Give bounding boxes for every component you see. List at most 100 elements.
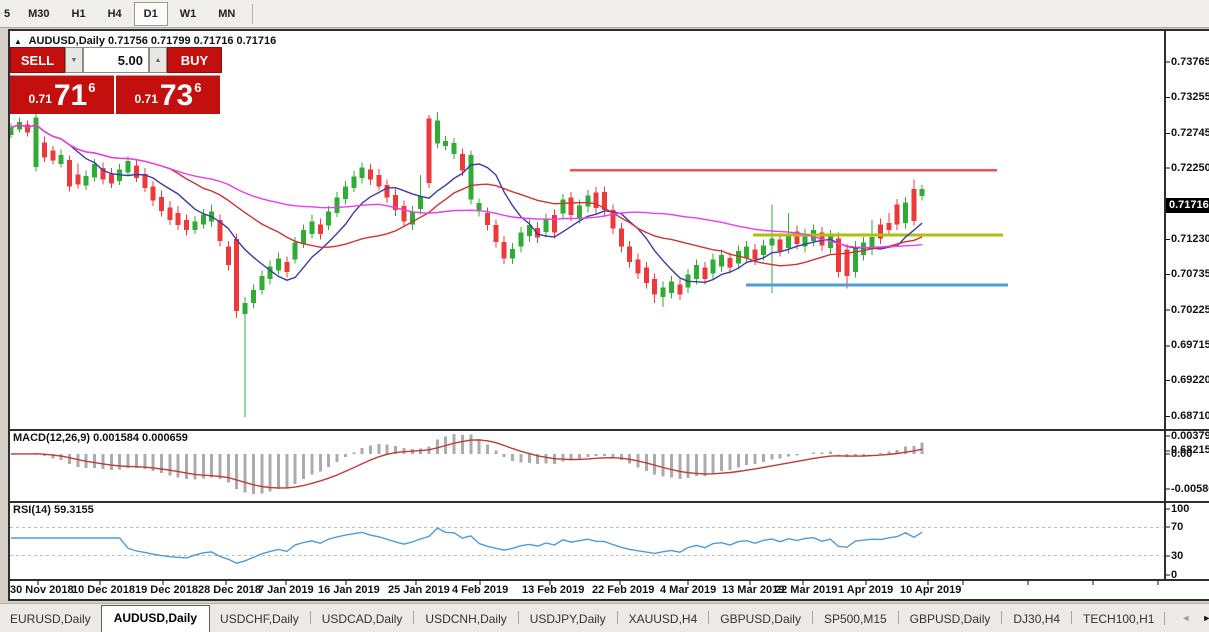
window-border-left <box>8 29 10 601</box>
price-axis-tick-label: 0.72745 <box>1171 126 1209 139</box>
tab-separator <box>309 611 311 624</box>
chart-tab-eurusd-daily[interactable]: EURUSD,Daily <box>10 612 91 626</box>
tab-strip: EURUSD,Daily AUDUSD,Daily USDCHF,Daily USDC… <box>0 605 1164 632</box>
timeframe-button-5[interactable]: 5 <box>4 7 11 20</box>
rsi-axis-label: 0 <box>1171 568 1178 581</box>
timeframe-button-d1[interactable]: D1 <box>133 1 168 26</box>
price-axis-separator <box>1164 29 1166 580</box>
current-price-tag: 0.71716 <box>1166 198 1209 214</box>
chart-symbol-label: AUDUSD,Daily <box>28 35 105 47</box>
chart-tab-usdjpy-daily[interactable]: USDJPY,Daily <box>529 612 606 626</box>
rsi-axis-label: 70 <box>1171 520 1184 533</box>
price-axis-tick-label: 0.70735 <box>1171 267 1209 280</box>
date-axis-label: 22 Feb 2019 <box>592 584 655 596</box>
date-axis-label: 13 Mar 2019 <box>722 584 785 596</box>
sell-price-big-digits: 71 <box>53 79 88 112</box>
date-axis-label: 16 Jan 2019 <box>318 584 380 596</box>
collapse-panel-icon[interactable]: ▲ <box>14 37 22 46</box>
price-axis-tick-label: 0.68710 <box>1171 409 1209 422</box>
macd-axis-label: 0.003793 <box>1171 429 1209 442</box>
date-axis-label: 10 Dec 2018 <box>72 584 135 596</box>
price-axis-tick-label: 0.69715 <box>1171 339 1209 352</box>
timeframe-button-h4[interactable]: H4 <box>107 7 122 20</box>
main-macd-separator[interactable] <box>8 429 1209 431</box>
price-axis-tick-label: 0.69220 <box>1171 374 1209 387</box>
macd-rsi-separator[interactable] <box>8 501 1209 503</box>
tab-separator <box>1001 611 1003 624</box>
rsi-name: RSI(14) <box>13 504 51 516</box>
tab-separator <box>413 611 415 624</box>
macd-indicator-label: MACD(12,26,9) 0.001584 0.000659 <box>13 432 188 444</box>
chart-ohlc-values: 0.71756 0.71799 0.71716 0.71716 <box>108 35 277 47</box>
price-axis-tick-label: 0.73765 <box>1171 55 1209 68</box>
date-axis-label: 13 Feb 2019 <box>522 584 585 596</box>
buy-button[interactable]: BUY <box>167 47 222 73</box>
chart-tab-dj30-h4[interactable]: DJ30,H4 <box>1013 612 1061 626</box>
buy-price-big-digits: 73 <box>159 79 194 112</box>
tab-separator <box>811 611 813 624</box>
timeframe-button-m30[interactable]: M30 <box>28 7 50 20</box>
chart-tab-usdcad-daily[interactable]: USDCAD,Daily <box>321 612 403 626</box>
date-axis-label: 10 Apr 2019 <box>900 584 962 596</box>
chart-tab-tech100-h1[interactable]: TECH100,H1 <box>1083 612 1155 626</box>
date-axis-label: 7 Jan 2019 <box>258 584 314 596</box>
macd-axis-label: -0.005864 <box>1171 482 1209 495</box>
chart-tab-audusd-daily[interactable]: AUDUSD,Daily <box>100 605 211 632</box>
tab-separator <box>708 611 710 624</box>
chart-tab-usdcnh-daily[interactable]: USDCNH,Daily <box>425 612 507 626</box>
tab-scroll-controls: ◄ ► <box>1164 604 1209 632</box>
buy-price-prefix: 0.71 <box>134 92 158 106</box>
chart-tab-sp500-m15[interactable]: SP500,M15 <box>823 612 887 626</box>
volume-decrease-button[interactable]: ▼ <box>65 47 83 73</box>
tab-separator <box>897 611 899 624</box>
volume-increase-button[interactable]: ▲ <box>149 47 167 73</box>
toolbar-separator <box>252 3 254 24</box>
timeframe-button-mn[interactable]: MN <box>218 7 236 20</box>
price-axis-tick-label: 0.70225 <box>1171 303 1209 316</box>
timeframe-toolbar: 5 M30 H1 H4 D1 W1 MN <box>0 0 1209 28</box>
price-axis-tick-label: 0.68215 <box>1171 444 1209 457</box>
tabs-scroll-left-icon[interactable]: ◄ <box>1181 613 1191 623</box>
spin-up-icon: ▲ <box>154 56 162 64</box>
rsi-indicator-label: RSI(14) 59.3155 <box>13 504 94 516</box>
window-border-bottom <box>8 599 1209 601</box>
macd-axis-label: 0.00 <box>1171 447 1193 460</box>
sell-price-display[interactable]: 0.71 71 6 <box>10 75 114 114</box>
window-border-top <box>8 29 1209 31</box>
date-axis-label: 1 Apr 2019 <box>838 584 894 596</box>
date-axis-label: 4 Feb 2019 <box>452 584 509 596</box>
date-axis-label: 22 Mar 2019 <box>775 584 838 596</box>
sell-price-prefix: 0.71 <box>28 92 52 106</box>
timeframe-button-h1[interactable]: H1 <box>71 7 86 20</box>
price-axis-tick-label: 0.73255 <box>1171 91 1209 104</box>
buy-price-pipette: 6 <box>194 80 202 95</box>
rsi-axis-label: 100 <box>1171 502 1190 515</box>
buy-price-display[interactable]: 0.71 73 6 <box>116 75 220 114</box>
date-axis-label: 4 Mar 2019 <box>660 584 717 596</box>
rsi-date-separator <box>8 579 1209 581</box>
date-axis-label: 19 Dec 2018 <box>135 584 198 596</box>
date-axis-label: 25 Jan 2019 <box>388 584 450 596</box>
rsi-value: 59.3155 <box>53 504 94 516</box>
volume-input[interactable]: 5.00 <box>83 47 149 73</box>
date-axis-label: 28 Dec 2018 <box>198 584 261 596</box>
price-axis-tick-label: 0.71230 <box>1171 233 1209 246</box>
tab-arrows-divider <box>1164 611 1166 625</box>
date-axis-label: 30 Nov 2018 <box>10 584 74 596</box>
tab-separator <box>1071 611 1073 624</box>
chart-tab-bar: EURUSD,Daily AUDUSD,Daily USDCHF,Daily USDC… <box>0 603 1209 632</box>
chart-tab-xauusd-h4[interactable]: XAUUSD,H4 <box>628 612 698 626</box>
rsi-axis-label: 30 <box>1171 549 1184 562</box>
sell-button[interactable]: SELL <box>10 47 65 73</box>
macd-values: 0.001584 0.000659 <box>93 432 188 444</box>
one-click-trade-panel: SELL ▼ 5.00 ▲ BUY 0.71 71 6 0.71 73 6 <box>10 47 222 114</box>
chart-tab-gbpusd-daily[interactable]: GBPUSD,Daily <box>909 612 991 626</box>
spin-down-icon: ▼ <box>70 56 78 64</box>
tabs-scroll-right-icon[interactable]: ► <box>1202 613 1209 623</box>
chart-tab-usdchf-daily[interactable]: USDCHF,Daily <box>220 612 299 626</box>
chart-tab-gbpusd-daily[interactable]: GBPUSD,Daily <box>720 612 801 626</box>
tab-separator <box>616 611 618 624</box>
tab-separator <box>517 611 519 624</box>
timeframe-button-w1[interactable]: W1 <box>179 7 197 20</box>
